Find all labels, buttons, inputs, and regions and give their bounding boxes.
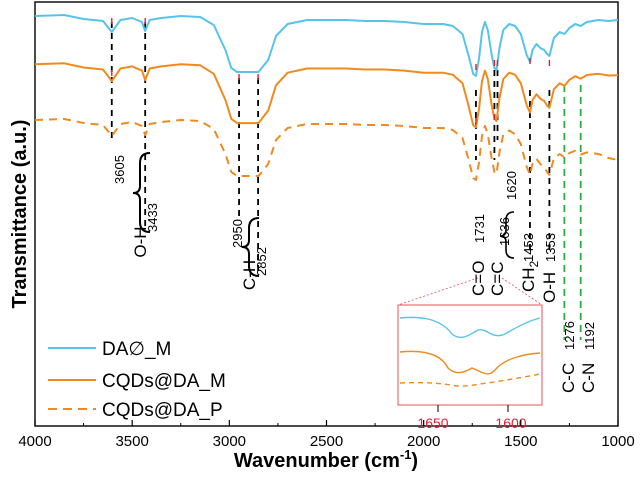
annotation-ch-2950: 2950: [230, 219, 245, 248]
annotation-green: C-C 1276 C-N 1192: [559, 321, 598, 393]
annotation-oh-label: O-H: [131, 226, 150, 257]
annotation-ch: C-H 2950 2852: [230, 217, 269, 290]
annotation-oh-3605: 3605: [112, 155, 127, 184]
annotation-cc-1620: 1620: [504, 171, 519, 200]
inset-tick-1600: 1600: [495, 415, 526, 431]
annotation-oh-3433: 3433: [145, 203, 160, 232]
x-tick-label-3000: 3000: [213, 433, 246, 450]
legend-label-cqds-da-m: CQDs@DA_M: [102, 371, 226, 392]
x-tick-label-1000: 1000: [601, 433, 634, 450]
annotation-cc-1636: 1636: [497, 217, 512, 246]
annotation-cc-label: C-C: [559, 363, 578, 393]
x-axis-title: Wavenumber (cm-1): [234, 447, 418, 472]
annotation-cc-double: C=C 1636 1620: [488, 171, 519, 296]
inset-curve-cqds-da-p: [399, 373, 541, 387]
series-line-1: [34, 62, 619, 129]
brace-oh: [132, 152, 151, 233]
x-tick-label-4000: 4000: [18, 433, 51, 450]
annotation-cn-label: C-N: [579, 363, 598, 393]
brace-ch: [241, 217, 260, 277]
annotation-oh-low-label: O-H: [540, 272, 559, 303]
annotation-oh-low: O-H 1353: [540, 233, 559, 303]
series-line-0: [34, 14, 619, 77]
annotation-co: C=O 1731: [469, 214, 488, 296]
annotation-oh-1353: 1353: [543, 233, 558, 262]
legend-label-cqds-da-p: CQDs@DA_P: [102, 400, 223, 421]
y-axis-title: Transmittance (a.u.): [9, 120, 31, 309]
inset-frame: [397, 304, 543, 406]
annotation-ch-2852: 2852: [254, 247, 269, 276]
annotation-cn-1192: 1192: [582, 322, 597, 350]
annotation-oh-high: O-H 3605 3433: [112, 152, 160, 258]
legend: DA∅_M CQDs@DA_M CQDs@DA_P: [48, 339, 226, 421]
inset-curve-cqds-da-m: [399, 350, 541, 375]
inset-curve-dao-m: [399, 316, 541, 339]
annotation-cc-double-label: C=C: [488, 262, 507, 296]
annotation-ch2: CH2 1453: [519, 233, 541, 292]
brace-cc-double: [499, 211, 515, 259]
x-tick-label-1500: 1500: [504, 433, 537, 450]
inset: 1650 1600: [397, 277, 543, 431]
x-tick-label-3500: 3500: [115, 433, 148, 450]
peak-red-ticks: [111, 18, 551, 124]
annotation-co-label: C=O: [469, 261, 488, 296]
legend-label-dao-m: DA∅_M: [102, 339, 171, 360]
inset-tick-1650: 1650: [417, 415, 448, 431]
series-line-2: [34, 118, 619, 181]
x-tick-label-2000: 2000: [407, 433, 440, 450]
spectra: [34, 14, 619, 181]
annotation-ch-label: C-H: [240, 260, 259, 290]
x-tick-label-2500: 2500: [310, 433, 343, 450]
annotation-co-1731: 1731: [472, 214, 487, 243]
annotation-ch2-label: CH2: [519, 260, 541, 292]
annotation-ch2-1453: 1453: [521, 233, 536, 262]
x-axis-ticks: 4000 3500 3000 2500 2000 1500 1000: [18, 420, 635, 450]
annotation-cc-1276: 1276: [562, 321, 577, 350]
